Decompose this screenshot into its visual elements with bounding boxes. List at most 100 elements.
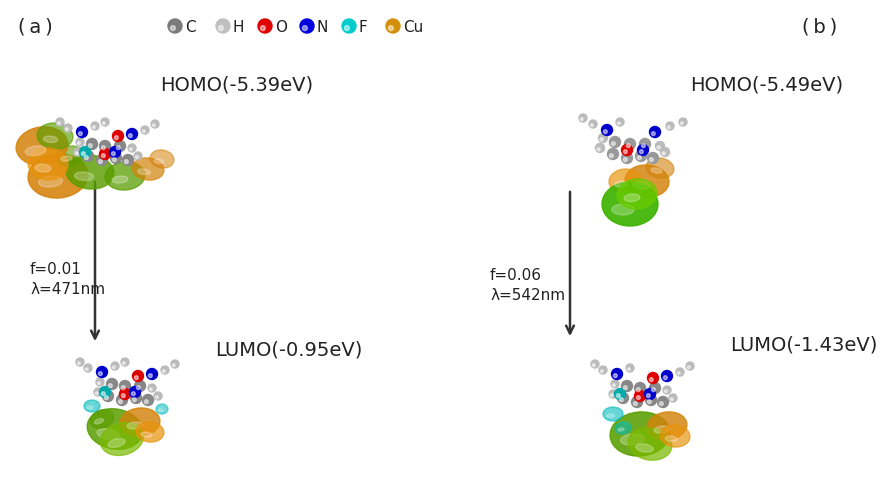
Circle shape bbox=[345, 27, 349, 31]
Circle shape bbox=[641, 144, 645, 148]
Circle shape bbox=[671, 398, 673, 401]
Circle shape bbox=[618, 122, 620, 125]
Ellipse shape bbox=[609, 169, 641, 194]
Circle shape bbox=[96, 392, 98, 395]
Circle shape bbox=[258, 20, 272, 34]
Circle shape bbox=[113, 366, 115, 369]
Circle shape bbox=[662, 371, 672, 382]
Circle shape bbox=[640, 151, 643, 154]
Ellipse shape bbox=[137, 169, 151, 175]
Circle shape bbox=[579, 115, 587, 123]
Circle shape bbox=[618, 393, 628, 404]
Ellipse shape bbox=[633, 182, 650, 190]
Circle shape bbox=[131, 392, 136, 396]
Circle shape bbox=[638, 145, 649, 156]
Circle shape bbox=[120, 381, 130, 392]
Circle shape bbox=[84, 364, 92, 372]
Circle shape bbox=[632, 397, 642, 408]
Ellipse shape bbox=[90, 410, 113, 428]
Circle shape bbox=[599, 366, 607, 374]
Circle shape bbox=[134, 152, 142, 161]
Circle shape bbox=[122, 155, 134, 166]
Circle shape bbox=[150, 388, 152, 391]
Circle shape bbox=[168, 20, 182, 34]
Circle shape bbox=[66, 129, 68, 131]
Circle shape bbox=[101, 119, 109, 127]
Text: Cu: Cu bbox=[403, 19, 424, 34]
Text: LUMO(-1.43eV): LUMO(-1.43eV) bbox=[730, 335, 877, 354]
Ellipse shape bbox=[612, 205, 634, 215]
Ellipse shape bbox=[112, 177, 128, 183]
Circle shape bbox=[610, 394, 613, 397]
Circle shape bbox=[141, 127, 149, 135]
Circle shape bbox=[76, 127, 88, 138]
Ellipse shape bbox=[61, 156, 72, 162]
Circle shape bbox=[260, 27, 265, 31]
Circle shape bbox=[608, 149, 618, 160]
Text: ( b ): ( b ) bbox=[803, 17, 837, 36]
Text: HOMO(-5.39eV): HOMO(-5.39eV) bbox=[160, 76, 313, 94]
Ellipse shape bbox=[646, 159, 674, 179]
Circle shape bbox=[637, 156, 641, 160]
Circle shape bbox=[173, 364, 175, 367]
Ellipse shape bbox=[35, 165, 51, 173]
Circle shape bbox=[161, 366, 169, 374]
Ellipse shape bbox=[141, 432, 152, 437]
Circle shape bbox=[152, 124, 155, 127]
Circle shape bbox=[99, 387, 111, 398]
Ellipse shape bbox=[660, 425, 690, 447]
Circle shape bbox=[635, 151, 647, 162]
Circle shape bbox=[77, 142, 81, 145]
Circle shape bbox=[626, 144, 630, 148]
Circle shape bbox=[74, 149, 82, 157]
Text: N: N bbox=[317, 19, 329, 34]
Text: LUMO(-0.95eV): LUMO(-0.95eV) bbox=[215, 340, 362, 359]
Circle shape bbox=[155, 396, 159, 399]
Circle shape bbox=[151, 121, 159, 129]
Ellipse shape bbox=[84, 400, 100, 412]
Circle shape bbox=[110, 147, 120, 158]
Ellipse shape bbox=[603, 407, 623, 421]
Circle shape bbox=[621, 153, 633, 164]
Ellipse shape bbox=[105, 163, 145, 191]
Circle shape bbox=[593, 364, 595, 367]
Circle shape bbox=[617, 394, 620, 398]
Circle shape bbox=[611, 380, 619, 388]
Circle shape bbox=[121, 358, 129, 366]
Circle shape bbox=[143, 131, 145, 133]
Circle shape bbox=[114, 141, 126, 152]
Circle shape bbox=[666, 123, 674, 131]
Circle shape bbox=[656, 142, 664, 151]
Circle shape bbox=[75, 152, 78, 155]
Circle shape bbox=[591, 360, 599, 368]
Ellipse shape bbox=[108, 439, 125, 448]
Circle shape bbox=[121, 386, 125, 390]
Circle shape bbox=[616, 119, 624, 127]
Circle shape bbox=[116, 147, 120, 150]
Circle shape bbox=[597, 149, 600, 151]
Ellipse shape bbox=[154, 160, 164, 164]
Circle shape bbox=[99, 141, 111, 152]
Circle shape bbox=[97, 155, 107, 166]
Text: f=0.06: f=0.06 bbox=[490, 267, 542, 282]
Circle shape bbox=[106, 378, 118, 390]
Circle shape bbox=[103, 122, 105, 125]
Circle shape bbox=[216, 20, 230, 34]
Circle shape bbox=[610, 137, 620, 148]
Ellipse shape bbox=[43, 136, 58, 143]
Text: F: F bbox=[359, 19, 368, 34]
Text: O: O bbox=[275, 19, 287, 34]
Circle shape bbox=[625, 139, 635, 150]
Circle shape bbox=[651, 388, 656, 392]
Ellipse shape bbox=[66, 156, 114, 190]
Text: λ=542nm: λ=542nm bbox=[490, 287, 565, 302]
Ellipse shape bbox=[618, 428, 624, 431]
Text: H: H bbox=[233, 19, 245, 34]
Circle shape bbox=[646, 394, 657, 406]
Ellipse shape bbox=[25, 147, 46, 156]
Circle shape bbox=[82, 151, 94, 162]
Ellipse shape bbox=[607, 414, 615, 418]
Circle shape bbox=[621, 145, 633, 156]
Circle shape bbox=[114, 136, 118, 140]
Circle shape bbox=[98, 160, 102, 164]
